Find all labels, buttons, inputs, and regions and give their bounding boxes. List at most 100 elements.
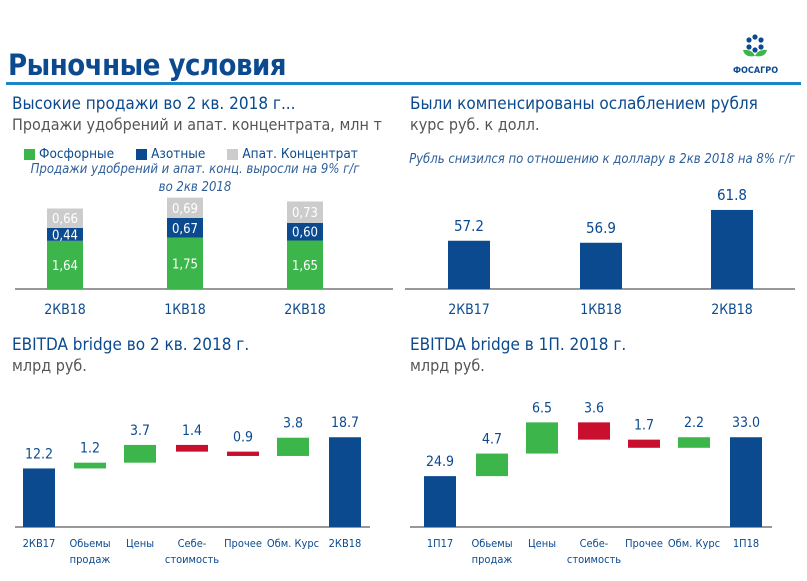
bar <box>580 242 622 289</box>
data-label: 6.5 <box>532 400 552 416</box>
bar-segment <box>47 227 83 241</box>
total-bar <box>329 437 361 527</box>
ebitda-h-heading: EBITDA bridge в 1П. 2018 г. <box>410 335 627 355</box>
category-label: 2КВ18 <box>329 537 362 550</box>
delta-bar <box>124 444 156 463</box>
category-label: Обьемы <box>471 537 512 550</box>
sales-legend: Фосфорные Азотные Апат. Концентрат <box>24 146 358 162</box>
bar-segment <box>47 208 83 228</box>
page-title: Рыночные условия <box>8 48 287 82</box>
ebitda-h-subheading: млрд руб. <box>410 356 485 375</box>
ebitda-q-subheading: млрд руб. <box>12 356 87 375</box>
phosagro-logo: ФОСАГРО <box>733 32 779 76</box>
delta-bar <box>476 453 508 477</box>
title-divider <box>6 82 801 85</box>
data-label: 24.9 <box>426 454 454 470</box>
category-label: 1КВ18 <box>164 302 206 318</box>
data-label: 1,64 <box>52 259 78 274</box>
bar-segment <box>167 237 203 289</box>
category-label: 1П17 <box>427 537 453 550</box>
legend-swatch <box>227 148 239 160</box>
sales-note-2: во 2кв 2018 <box>158 180 232 195</box>
data-label: 0,73 <box>292 206 318 221</box>
data-label: 0,67 <box>172 222 198 237</box>
data-label: 57.2 <box>454 217 484 235</box>
data-label: 0,69 <box>172 202 198 217</box>
total-bar <box>730 437 762 527</box>
legend-label: Апат. Концентрат <box>242 146 358 162</box>
bar-segment <box>167 217 203 238</box>
bar-segment <box>287 222 323 241</box>
bar-segment <box>167 197 203 218</box>
bar <box>711 209 753 289</box>
data-label: 56.9 <box>586 219 616 237</box>
category-label: Прочее <box>224 537 262 550</box>
category-label: продаж <box>472 553 513 566</box>
legend-swatch <box>136 148 148 160</box>
data-label: 3.7 <box>130 423 150 439</box>
logo-text: ФОСАГРО <box>733 66 779 76</box>
flower-icon <box>743 34 767 57</box>
category-label: 1КВ18 <box>580 302 622 318</box>
fx-heading: Были компенсированы ослаблением рубля <box>410 94 758 114</box>
category-label: продаж <box>70 553 111 566</box>
data-label: 1.2 <box>80 441 100 457</box>
sales-subheading: Продажи удобрений и апат. концентрата, м… <box>12 115 382 134</box>
sales-heading: Высокие продажи во 2 кв. 2018 г... <box>12 94 296 114</box>
data-label: 3.8 <box>283 416 303 432</box>
fx-subheading: курс руб. к долл. <box>410 115 540 134</box>
legend-label: Фосфорные <box>39 146 115 162</box>
category-label: Себе- <box>178 537 207 550</box>
legend-swatch <box>24 148 35 160</box>
category-label: 2КВ18 <box>711 302 753 318</box>
category-label: Цены <box>528 537 556 550</box>
data-label: 0,44 <box>52 228 78 243</box>
data-label: 2.2 <box>684 415 704 431</box>
total-bar <box>424 476 456 527</box>
category-label: стоимость <box>165 553 219 566</box>
fx-note: Рубль снизился по отношению к доллару в … <box>409 152 795 167</box>
category-label: 1П18 <box>733 537 759 550</box>
data-label: 0,60 <box>292 226 318 241</box>
delta-bar <box>74 462 106 469</box>
legend-item: Азотные <box>136 146 205 162</box>
category-label: 2КВ18 <box>284 302 326 318</box>
category-label: 2КВ17 <box>448 302 490 318</box>
delta-bar <box>176 444 208 452</box>
category-label: Прочее <box>625 537 663 550</box>
category-label: стоимость <box>567 553 621 566</box>
category-label: Обм. Курс <box>668 537 720 550</box>
bar <box>448 240 490 289</box>
category-label: 2КВ17 <box>23 537 56 550</box>
bar-segment <box>287 201 323 223</box>
data-label: 0,66 <box>52 212 78 227</box>
delta-bar <box>578 422 610 440</box>
data-label: 33.0 <box>732 415 760 431</box>
data-label: 3.6 <box>584 400 604 416</box>
data-label: 1.4 <box>182 423 202 439</box>
ebitda-q-heading: EBITDA bridge во 2 кв. 2018 г. <box>12 335 250 355</box>
data-label: 18.7 <box>331 415 359 431</box>
bar-segment <box>287 240 323 289</box>
delta-bar <box>678 437 710 448</box>
delta-bar <box>227 451 259 456</box>
sales-note-1: Продажи удобрений и апат. конц. выросли … <box>30 162 360 177</box>
category-label: Себе- <box>580 537 609 550</box>
data-label: 0.9 <box>233 430 253 446</box>
data-label: 61.8 <box>717 186 747 204</box>
legend-item: Фосфорные <box>24 146 114 162</box>
category-label: 2КВ18 <box>44 302 86 318</box>
delta-bar <box>526 422 558 454</box>
bar-segment <box>47 240 83 289</box>
category-label: Цены <box>126 537 154 550</box>
category-label: Обьемы <box>69 537 110 550</box>
total-bar <box>23 468 55 527</box>
data-label: 1,65 <box>292 259 318 274</box>
category-label: Обм. Курс <box>267 537 319 550</box>
data-label: 1,75 <box>172 257 198 272</box>
legend-item: Апат. Концентрат <box>227 146 358 162</box>
delta-bar <box>277 437 309 456</box>
data-label: 12.2 <box>25 446 53 462</box>
data-label: 1.7 <box>634 418 654 434</box>
